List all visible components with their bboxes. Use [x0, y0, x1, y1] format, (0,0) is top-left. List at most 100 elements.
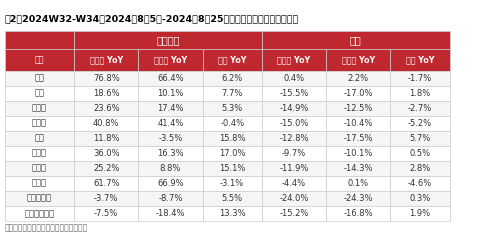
Bar: [138, 206, 203, 221]
Text: -14.9%: -14.9%: [279, 104, 309, 113]
Bar: [262, 206, 326, 221]
Bar: [326, 146, 390, 161]
Bar: [74, 131, 138, 146]
Text: 表2：2024W32-W34（2024年8月5日-2024年8月25日）家电分品类线下销售数据: 表2：2024W32-W34（2024年8月5日-2024年8月25日）家电分品…: [5, 14, 299, 23]
Text: 0.3%: 0.3%: [409, 194, 431, 203]
Bar: [74, 191, 138, 206]
Bar: [262, 70, 326, 86]
Bar: [262, 176, 326, 191]
Bar: [326, 70, 390, 86]
Text: -3.7%: -3.7%: [94, 194, 119, 203]
Text: 5.5%: 5.5%: [222, 194, 243, 203]
Text: -12.8%: -12.8%: [279, 134, 309, 143]
Text: 洗衣机: 洗衣机: [32, 104, 47, 113]
Text: -9.7%: -9.7%: [282, 149, 306, 158]
Text: -2.7%: -2.7%: [408, 104, 432, 113]
Bar: [326, 206, 390, 221]
Bar: [262, 49, 326, 70]
Text: -1.7%: -1.7%: [408, 74, 432, 82]
Bar: [203, 176, 262, 191]
Bar: [138, 131, 203, 146]
Text: -4.6%: -4.6%: [408, 179, 432, 188]
Bar: [203, 49, 262, 70]
Text: 17.0%: 17.0%: [219, 149, 246, 158]
Text: 均价 YoY: 均价 YoY: [218, 55, 247, 64]
Bar: [5, 70, 74, 86]
Bar: [326, 49, 390, 70]
Text: 1.9%: 1.9%: [410, 209, 430, 218]
Text: 2.8%: 2.8%: [409, 164, 431, 173]
Text: 电储水热水器: 电储水热水器: [25, 209, 54, 218]
Text: -24.0%: -24.0%: [279, 194, 309, 203]
Bar: [390, 116, 450, 131]
Bar: [326, 116, 390, 131]
Text: 10.1%: 10.1%: [157, 89, 184, 98]
Text: -14.3%: -14.3%: [343, 164, 373, 173]
Text: 2.2%: 2.2%: [348, 74, 369, 82]
Text: 0.5%: 0.5%: [410, 149, 430, 158]
Text: -4.4%: -4.4%: [282, 179, 306, 188]
Text: -15.5%: -15.5%: [279, 89, 309, 98]
Text: 零售额 YoY: 零售额 YoY: [277, 55, 311, 64]
Text: 5.7%: 5.7%: [409, 134, 431, 143]
Text: 15.8%: 15.8%: [219, 134, 246, 143]
Bar: [5, 206, 74, 221]
Bar: [262, 146, 326, 161]
Text: 61.7%: 61.7%: [93, 179, 120, 188]
Bar: [390, 131, 450, 146]
Text: -18.4%: -18.4%: [156, 209, 185, 218]
Text: -5.2%: -5.2%: [408, 119, 432, 128]
Text: -7.5%: -7.5%: [94, 209, 119, 218]
Bar: [326, 176, 390, 191]
Bar: [5, 49, 74, 70]
Bar: [5, 131, 74, 146]
Bar: [74, 161, 138, 176]
Text: 0.1%: 0.1%: [348, 179, 369, 188]
Text: 冰箱: 冰箱: [35, 89, 44, 98]
Text: 集成灶: 集成灶: [32, 179, 47, 188]
Text: 0.4%: 0.4%: [284, 74, 304, 82]
Text: 资料来源：奥维云网，国投证券研究中心: 资料来源：奥维云网，国投证券研究中心: [5, 223, 88, 232]
Text: -11.9%: -11.9%: [279, 164, 309, 173]
Bar: [390, 101, 450, 116]
Bar: [138, 176, 203, 191]
Text: 零售额 YoY: 零售额 YoY: [89, 55, 123, 64]
Bar: [262, 101, 326, 116]
Text: -15.0%: -15.0%: [279, 119, 309, 128]
Text: 11.8%: 11.8%: [93, 134, 120, 143]
Bar: [262, 191, 326, 206]
Bar: [390, 146, 450, 161]
Bar: [74, 176, 138, 191]
Bar: [262, 31, 450, 49]
Text: 8.8%: 8.8%: [160, 164, 181, 173]
Bar: [326, 131, 390, 146]
Text: 品类: 品类: [35, 55, 44, 64]
Bar: [326, 101, 390, 116]
Bar: [203, 131, 262, 146]
Text: 23.6%: 23.6%: [93, 104, 120, 113]
Bar: [138, 101, 203, 116]
Text: -8.7%: -8.7%: [158, 194, 183, 203]
Bar: [138, 146, 203, 161]
Bar: [262, 116, 326, 131]
Bar: [390, 161, 450, 176]
Bar: [262, 86, 326, 101]
Text: 燃气灶: 燃气灶: [32, 164, 47, 173]
Bar: [390, 86, 450, 101]
Text: -15.2%: -15.2%: [279, 209, 309, 218]
Text: 湖北区域: 湖北区域: [156, 35, 180, 45]
Bar: [326, 191, 390, 206]
Bar: [326, 161, 390, 176]
Bar: [203, 70, 262, 86]
Bar: [203, 101, 262, 116]
Text: -3.1%: -3.1%: [220, 179, 245, 188]
Bar: [326, 86, 390, 101]
Text: 18.6%: 18.6%: [93, 89, 120, 98]
Bar: [390, 49, 450, 70]
Text: 干衣机: 干衣机: [32, 119, 47, 128]
Bar: [74, 86, 138, 101]
Text: -0.4%: -0.4%: [220, 119, 244, 128]
Text: 油烟机: 油烟机: [32, 149, 47, 158]
Bar: [74, 116, 138, 131]
Text: 66.9%: 66.9%: [157, 179, 184, 188]
